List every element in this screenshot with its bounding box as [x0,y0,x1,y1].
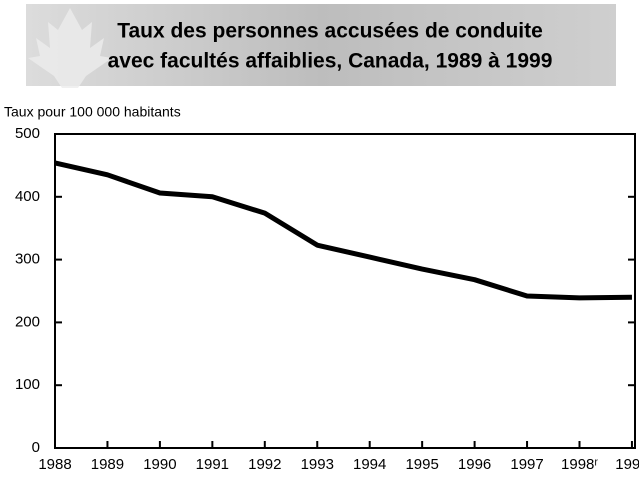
y-tick-label: 400 [15,188,40,205]
x-tick-label: 1995 [405,456,438,473]
maple-leaf [28,8,112,88]
x-tick-label: 1998ʳ [561,456,598,473]
x-tick-label: 1996 [458,456,491,473]
y-axis-label: Taux pour 100 000 habitants [4,104,181,120]
x-tick-label: 1997 [510,456,543,473]
x-tick-label: 1990 [143,456,176,473]
y-tick-label: 100 [15,376,40,393]
x-tick-label: 1988 [38,456,71,473]
x-tick-label: 1999 [615,456,639,473]
x-tick-label: 1991 [196,456,229,473]
title-banner [26,4,616,86]
y-tick-label: 200 [15,313,40,330]
plot-frame [54,133,636,449]
x-tick-label: 1994 [353,456,386,473]
y-tick-label: 500 [15,125,40,142]
x-tick-label: 1993 [301,456,334,473]
y-tick-label: 0 [32,439,40,456]
x-tick-label: 1992 [248,456,281,473]
y-tick-label: 300 [15,251,40,268]
chart-title: Taux des personnes accusées de conduite [117,20,543,43]
x-tick-label: 1989 [91,456,124,473]
data-line [54,160,632,301]
chart-title: avec facultés affaiblies, Canada, 1989 à… [108,50,553,73]
